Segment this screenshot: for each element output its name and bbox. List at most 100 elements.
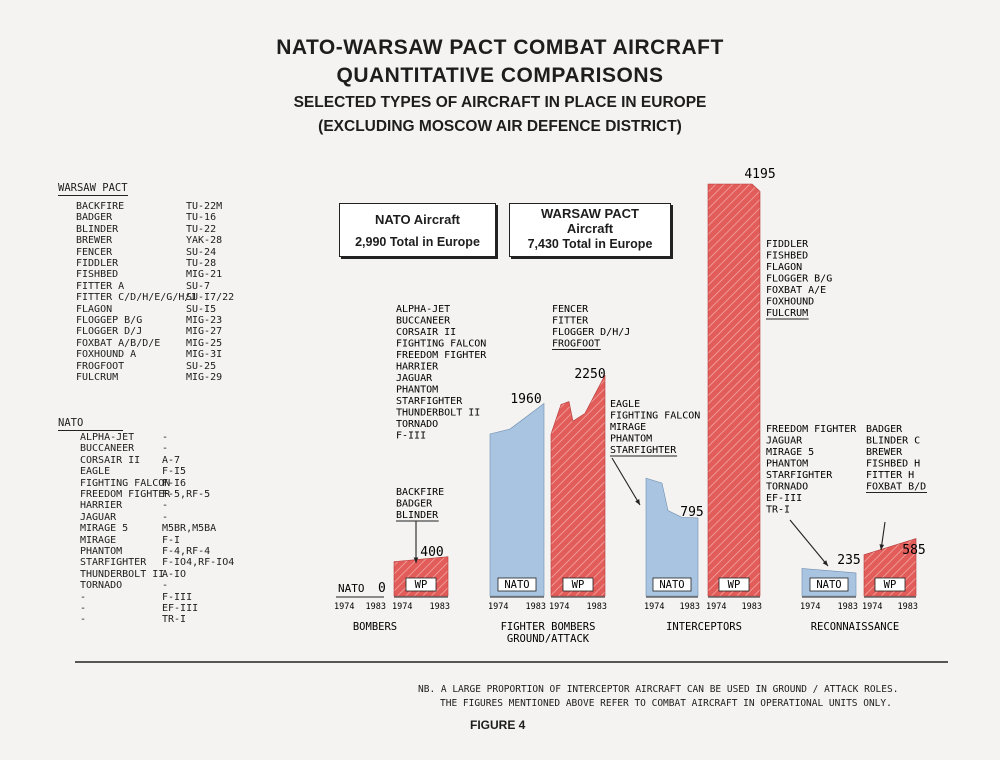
annotation-rec-nato: PHANTOM bbox=[766, 459, 808, 470]
nato-legend-title: NATO Aircraft bbox=[375, 212, 460, 227]
wp-list-item-designation: TU-22 bbox=[186, 223, 217, 235]
nato-list-item-name: CORSAIR II bbox=[80, 454, 141, 466]
wp-list-item-name: FULCRUM bbox=[76, 372, 119, 383]
nato-legend-box: NATO Aircraft 2,990 Total in Europe bbox=[339, 203, 496, 257]
nato-list-item-designation: F-I bbox=[162, 534, 181, 546]
year-tick-label: 1974 bbox=[488, 602, 508, 612]
wp-area-tag-box bbox=[405, 577, 437, 592]
subtitle-line-1: SELECTED TYPES OF AIRCRAFT IN PLACE IN E… bbox=[293, 94, 707, 111]
nato-value-label: 235 bbox=[837, 553, 860, 568]
pointer-rec-nato-head bbox=[822, 560, 828, 566]
pointer-bombers-head bbox=[413, 557, 419, 563]
pointer-rec-nato bbox=[789, 519, 829, 567]
wp-list-item-name: FOXBAT A/B/D/E bbox=[76, 337, 161, 349]
wp-list-item-name: FITTER A bbox=[76, 280, 125, 292]
category-label-2: GROUND/ATTACK bbox=[507, 633, 590, 645]
wp-list-item-designation: MIG-23 bbox=[186, 315, 223, 326]
year-tick-label: 1974 bbox=[862, 602, 882, 612]
wp-list-item-designation: MIG-29 bbox=[186, 372, 223, 383]
annotation-rec-wp: BREWER bbox=[866, 447, 903, 458]
nato-area-tag: NATO bbox=[659, 579, 684, 591]
annotation-rec-nato: STARFIGHTER bbox=[766, 470, 833, 481]
annotation-fb-nato: FIGHTING FALCON bbox=[396, 339, 486, 350]
annotation-int-wp: FLAGON bbox=[766, 262, 802, 273]
nato-list-item-name: STARFIGHTER bbox=[80, 557, 147, 569]
annotation-rec-nato: JAGUAR bbox=[766, 436, 803, 447]
year-tick-label: 1974 bbox=[644, 602, 664, 612]
nato-value-label: 0 bbox=[378, 581, 386, 596]
annotation-bombers-wp: BACKFIRE bbox=[396, 487, 444, 498]
wp-list-item-designation: SU-24 bbox=[186, 246, 217, 258]
year-tick-label: 1974 bbox=[549, 602, 569, 612]
annotation-int-wp: FLOGGER B/G bbox=[766, 274, 832, 285]
annotation-fb-wp: FENCER bbox=[552, 304, 589, 315]
annotation-rec-nato: FREEDOM FIGHTER bbox=[766, 424, 857, 435]
wp-list-item-name: FENCER bbox=[76, 246, 113, 258]
annotation-fb-nato: STARFIGHTER bbox=[396, 396, 463, 407]
wp-legend-total: 7,430 Total in Europe bbox=[527, 237, 653, 251]
year-tick-label: 1983 bbox=[680, 602, 700, 612]
wp-list-item-name: BACKFIRE bbox=[76, 201, 125, 212]
nato-list-item-designation: - bbox=[162, 432, 169, 443]
annotation-rec-wp: FOXBAT B/D bbox=[866, 482, 926, 493]
annotation-int-wp: FOXBAT A/E bbox=[766, 285, 826, 296]
year-tick-label: 1983 bbox=[898, 602, 918, 612]
annotation-fb-nato: ALPHA-JET bbox=[396, 304, 450, 315]
nato-list-item-name: THUNDERBOLT II bbox=[80, 568, 165, 580]
subtitle-line-2: (EXCLUDING MOSCOW AIR DEFENCE DISTRICT) bbox=[318, 118, 682, 135]
nato-list-item-designation: M5BR,M5BA bbox=[162, 523, 217, 535]
wp-list-item-name: FROGFOOT bbox=[76, 360, 125, 372]
wp-area-1 bbox=[550, 374, 606, 597]
nato-list-item-name: PHANTOM bbox=[80, 546, 123, 557]
year-tick-label: 1974 bbox=[334, 602, 354, 612]
wp-list-item-designation: YAK-28 bbox=[186, 235, 223, 247]
annotation-int-wp: FISHBED bbox=[766, 251, 808, 262]
nato-list-heading: NATO bbox=[58, 417, 124, 431]
year-tick-label: 1974 bbox=[800, 602, 820, 612]
nato-list-item-designation: F-5,RF-5 bbox=[162, 489, 211, 500]
annotation-rec-wp: BLINDER C bbox=[866, 436, 920, 447]
annotation-fb-nato: CORSAIR II bbox=[396, 327, 456, 338]
wp-list-item-name: BLINDER bbox=[76, 223, 119, 235]
nato-list-item-name: - bbox=[80, 603, 87, 614]
nato-list-item-designation: TR-I bbox=[162, 614, 187, 626]
annotation-int-wp: FIDDLER bbox=[766, 239, 809, 250]
wp-list-item-name: FLOGGER D/J bbox=[76, 326, 143, 338]
annotation-fb-nato: JAGUAR bbox=[396, 373, 433, 384]
nato-area-tag-box bbox=[497, 577, 537, 592]
wp-list-item-name: FISHBED bbox=[76, 269, 119, 281]
nato-value-label: 1960 bbox=[510, 392, 541, 407]
annotation-fb-nato: PHANTOM bbox=[396, 385, 438, 396]
nato-list-item-name: FIGHTING FALCON bbox=[80, 477, 171, 489]
annotation-int-nato: EAGLE bbox=[610, 399, 640, 410]
annotation-bombers-wp: BLINDER bbox=[396, 510, 439, 521]
annotation-int-wp: FULCRUM bbox=[766, 308, 808, 319]
wp-list-item-designation: SU-I5 bbox=[186, 303, 217, 315]
annotation-fb-nato: BUCCANEER bbox=[396, 316, 451, 327]
annotation-int-nato: PHANTOM bbox=[610, 434, 652, 445]
nato-list-item-name: BUCCANEER bbox=[80, 443, 135, 455]
category-label: BOMBERS bbox=[353, 621, 397, 633]
annotation-int-wp: FOXHOUND bbox=[766, 297, 814, 308]
wp-list-item-name: FLAGON bbox=[76, 303, 113, 315]
nato-list-item-designation: - bbox=[162, 500, 169, 512]
annotation-rec-nato: EF-III bbox=[766, 493, 802, 504]
title-line-2: QUANTITATIVE COMPARISONS bbox=[336, 64, 664, 87]
wp-list-item-designation: MIG-25 bbox=[186, 337, 223, 349]
wp-list-item-name: BADGER bbox=[76, 212, 113, 224]
nato-list-item-name: - bbox=[80, 591, 87, 603]
annotation-fb-wp: FROGFOOT bbox=[552, 339, 600, 350]
nato-area-tag: NATO bbox=[504, 579, 529, 591]
year-tick-label: 1974 bbox=[392, 602, 412, 612]
year-tick-label: 1983 bbox=[430, 602, 450, 612]
wp-area-2 bbox=[707, 183, 761, 597]
wp-list-item-designation: TU-16 bbox=[186, 212, 217, 224]
year-tick-label: 1983 bbox=[526, 602, 546, 612]
wp-value-label: 2250 bbox=[574, 367, 605, 382]
annotation-rec-wp: FITTER H bbox=[866, 470, 914, 481]
wp-area-tag-box bbox=[874, 577, 906, 592]
nato-list-item-name: TORNADO bbox=[80, 580, 123, 592]
wp-legend-title-a: WARSAW PACT bbox=[541, 206, 639, 221]
